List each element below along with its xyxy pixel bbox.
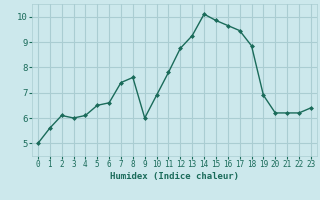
X-axis label: Humidex (Indice chaleur): Humidex (Indice chaleur)	[110, 172, 239, 181]
